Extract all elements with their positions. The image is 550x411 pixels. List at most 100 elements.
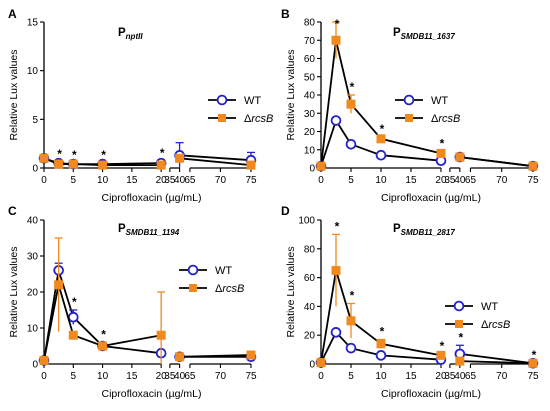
legend-label-b-0: WT [431, 95, 448, 107]
point-rcsb-d-4 [436, 350, 446, 360]
point-rcsb-a-6 [246, 160, 256, 170]
significance-star-d-1: * [350, 289, 355, 303]
point-rcsb-c-1 [54, 280, 64, 290]
panel-title-a: PnptII [118, 27, 143, 41]
point-rcsb-b-1 [331, 35, 341, 45]
significance-star-c-1: * [101, 327, 106, 341]
point-rcsb-c-3 [98, 341, 108, 351]
y-tick-label-d-5: 100 [298, 216, 315, 227]
series-line-wt-a-1 [179, 154, 252, 162]
point-rcsb-b-3 [376, 134, 386, 144]
x-tick-label-b-4: 20 [435, 175, 447, 186]
y-tick-label-d-3: 60 [304, 273, 316, 284]
x-tick-label-c-7: 65 [184, 371, 196, 382]
point-rcsb-a-5 [175, 153, 185, 163]
significance-star-d-5: * [532, 348, 537, 362]
x-tick-label-d-3: 15 [405, 371, 417, 382]
panel-label-a: A [8, 7, 17, 21]
series-line-rcsb-d-1 [459, 360, 534, 365]
point-rcsb-b-2 [346, 99, 356, 109]
significance-star-b-1: * [350, 80, 355, 94]
x-tick-label-d-7: 65 [465, 371, 477, 382]
x-tick-label-b-7: 65 [465, 175, 477, 186]
y-axis-label-b: Relative Lux values [285, 49, 297, 140]
x-tick-label-d-4: 20 [435, 371, 447, 382]
x-tick-label-d-0: 0 [318, 371, 324, 382]
x-tick-label-b-6: 40 [454, 175, 466, 186]
point-rcsb-b-0 [316, 161, 326, 171]
x-tick-label-d-1: 5 [348, 371, 354, 382]
series-line-rcsb-c-1 [179, 354, 252, 358]
point-rcsb-b-4 [436, 148, 446, 158]
significance-star-a-2: * [101, 148, 106, 162]
point-rcsb-a-4 [156, 160, 166, 170]
significance-star-a-0: * [57, 147, 62, 161]
x-axis-label-c: Ciprofloxacin (µg/mL) [102, 388, 202, 400]
point-rcsb-b-5 [455, 152, 465, 162]
significance-star-a-3: * [160, 146, 165, 160]
panel-label-d: D [281, 204, 290, 218]
point-wt-d-1 [330, 327, 342, 338]
x-tick-label-d-9: 75 [527, 371, 539, 382]
y-tick-label-b-8: 80 [304, 18, 316, 29]
legend-marker-d-0 [453, 300, 465, 312]
point-rcsb-d-6 [528, 358, 538, 368]
point-rcsb-a-1 [54, 159, 64, 169]
y-tick-label-d-2: 40 [304, 302, 316, 313]
legend-marker-c-0 [187, 264, 199, 276]
point-wt-d-2 [345, 342, 357, 354]
point-wt-d-3 [375, 350, 387, 361]
y-tick-label-b-6: 60 [304, 54, 316, 65]
significance-star-d-4: * [459, 330, 464, 344]
series-line-rcsb-a-1 [179, 157, 252, 166]
y-tick-label-c-4: 40 [27, 216, 39, 227]
x-tick-label-a-1: 5 [71, 175, 77, 186]
significance-star-b-2: * [380, 122, 385, 136]
x-tick-label-c-0: 0 [41, 371, 47, 382]
y-axis-label-a: Relative Lux values [8, 49, 20, 140]
point-wt-b-1 [330, 115, 342, 126]
x-tick-label-d-8: 70 [496, 371, 508, 382]
x-tick-label-b-9: 75 [527, 175, 539, 186]
x-tick-label-a-0: 0 [41, 175, 47, 186]
x-tick-label-a-8: 70 [215, 175, 227, 186]
x-tick-label-a-4: 20 [156, 175, 168, 186]
significance-star-d-2: * [380, 325, 385, 339]
panel-title-c: PSMDB11_1194 [118, 223, 180, 237]
x-axis-label-a: Ciprofloxacin (µg/mL) [102, 192, 202, 204]
point-rcsb-c-4 [156, 330, 166, 340]
point-rcsb-d-0 [316, 358, 326, 368]
y-axis-label-c: Relative Lux values [8, 246, 20, 337]
significance-star-d-3: * [440, 339, 445, 353]
y-tick-label-c-3: 30 [27, 252, 39, 263]
y-tick-label-d-1: 20 [304, 331, 316, 342]
x-axis-label-d: Ciprofloxacin (µg/mL) [381, 388, 481, 400]
x-tick-label-a-5: 35 [164, 175, 176, 186]
y-tick-label-c-1: 10 [27, 324, 39, 335]
x-axis-label-b: Ciprofloxacin (µg/mL) [381, 192, 481, 204]
point-rcsb-a-0 [39, 153, 49, 163]
y-tick-label-c-0: 0 [32, 360, 38, 371]
x-tick-label-b-0: 0 [318, 175, 324, 186]
series-line-rcsb-b-0 [320, 40, 442, 167]
y-tick-label-b-4: 40 [304, 91, 316, 102]
y-tick-label-b-0: 0 [309, 164, 315, 175]
y-axis-label-d: Relative Lux values [285, 246, 297, 337]
point-rcsb-c-6 [246, 350, 256, 360]
y-tick-label-d-4: 80 [304, 244, 316, 255]
panel-title-b: PSMDB11_1637 [393, 27, 455, 41]
legend-marker-a-0 [216, 94, 228, 106]
x-tick-label-d-5: 35 [444, 371, 456, 382]
y-tick-label-c-2: 20 [27, 288, 39, 299]
significance-star-d-0: * [335, 219, 340, 233]
point-wt-b-2 [345, 138, 357, 150]
panel-title-d: PSMDB11_2817 [393, 223, 455, 237]
legend-marker-d-1 [455, 320, 463, 328]
y-tick-label-b-1: 10 [304, 145, 316, 156]
series-line-rcsb-d-0 [320, 270, 442, 363]
legend-label-b-1: ΔrcsB [431, 113, 460, 125]
x-tick-label-c-5: 35 [164, 371, 176, 382]
point-rcsb-a-2 [68, 159, 78, 169]
y-tick-label-b-3: 30 [304, 109, 316, 120]
x-tick-label-a-7: 65 [184, 175, 196, 186]
